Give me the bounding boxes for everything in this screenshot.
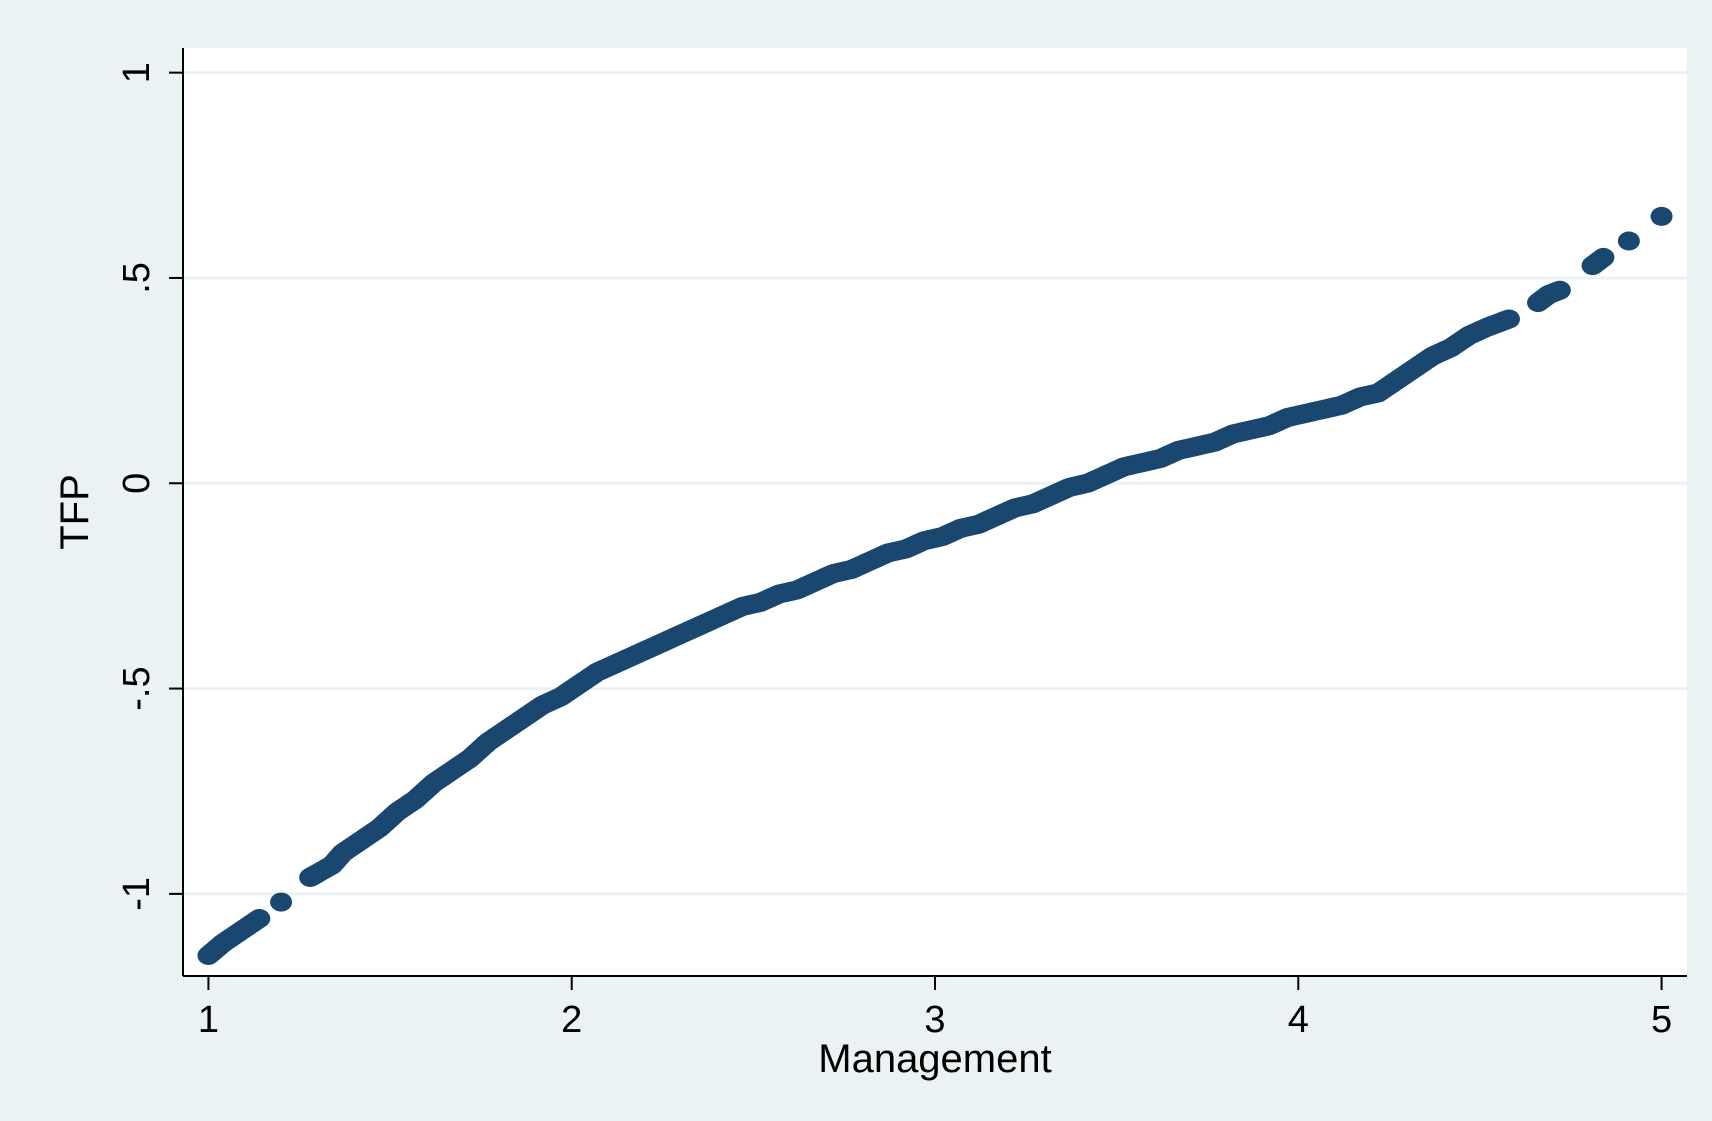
data-point	[1592, 247, 1615, 267]
data-points	[197, 206, 1673, 965]
y-tick-label: -1	[116, 877, 158, 911]
data-point	[1548, 280, 1571, 300]
y-axis-title: TFP	[53, 474, 97, 550]
x-tick-label: 3	[924, 999, 945, 1041]
gridlines	[183, 71, 1687, 896]
y-axis-ticks: -1 -.5 0 .5 1	[116, 62, 183, 911]
x-tick-label: 2	[561, 999, 582, 1041]
y-tick-label: -.5	[116, 666, 158, 710]
data-point	[1650, 206, 1673, 226]
x-tick-label: 1	[198, 999, 219, 1041]
x-axis-ticks: 1 2 3 4 5	[198, 976, 1672, 1041]
data-point	[1617, 231, 1640, 251]
x-tick-label: 5	[1651, 999, 1672, 1041]
data-point	[270, 892, 293, 912]
data-point	[1497, 309, 1520, 329]
y-tick-label: .5	[116, 262, 158, 294]
y-tick-label: 1	[116, 62, 158, 83]
data-point	[248, 909, 271, 929]
plot-area	[183, 48, 1687, 976]
x-axis-title: Management	[818, 1037, 1051, 1081]
y-tick-label: 0	[116, 473, 158, 494]
x-tick-label: 4	[1288, 999, 1309, 1041]
